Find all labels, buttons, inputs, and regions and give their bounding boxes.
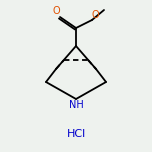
Text: NH: NH xyxy=(69,100,83,110)
Text: O: O xyxy=(91,9,99,19)
Text: O: O xyxy=(52,7,60,17)
Text: HCl: HCl xyxy=(66,129,86,139)
